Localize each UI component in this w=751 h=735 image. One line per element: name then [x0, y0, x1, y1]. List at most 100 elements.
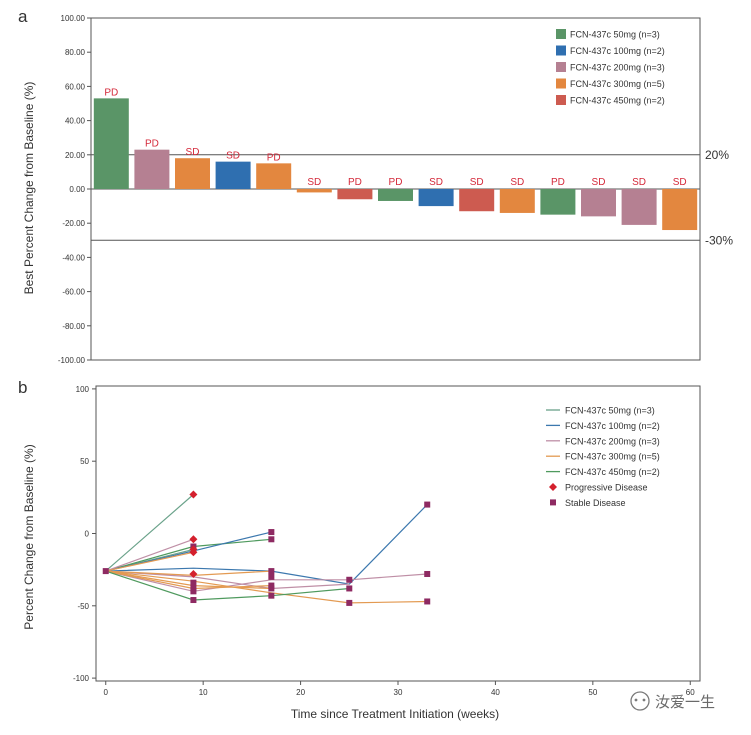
- y-tick-label: -100.00: [58, 356, 86, 365]
- patient-line: [105, 494, 194, 572]
- y-tick-label: 20.00: [65, 151, 86, 160]
- stable-disease-marker: [268, 529, 275, 536]
- legend-entry: FCN-437c 200mg (n=3): [565, 436, 660, 446]
- legend-square-swatch: [550, 499, 556, 506]
- x-tick-label: 40: [491, 688, 500, 697]
- stable-disease-marker: [346, 576, 353, 583]
- bar-response-label: PD: [145, 139, 159, 150]
- bar-response-label: SD: [186, 147, 200, 158]
- stable-disease-marker: [424, 570, 431, 577]
- x-tick-label: 60: [686, 688, 695, 697]
- legend-entry: FCN-437c 100mg (n=2): [570, 46, 665, 56]
- x-tick-label: 50: [588, 688, 597, 697]
- panel-a-y-axis-label: Best Percent Change from Baseline (%): [22, 82, 36, 295]
- progressive-disease-marker: [189, 535, 198, 544]
- y-tick-label: -20.00: [62, 219, 85, 228]
- panel-a-label: a: [18, 7, 28, 26]
- x-tick-label: 0: [104, 688, 109, 697]
- legend-entry: FCN-437c 450mg (n=2): [565, 467, 660, 477]
- y-tick-label: 0: [85, 530, 90, 539]
- bar-response-label: SD: [632, 177, 646, 188]
- legend-entry: Progressive Disease: [565, 483, 648, 493]
- stable-disease-marker: [102, 568, 109, 575]
- legend-entry: FCN-437c 300mg (n=5): [565, 452, 660, 462]
- y-tick-label: -60.00: [62, 288, 85, 297]
- legend-entry: FCN-437c 200mg (n=3): [570, 63, 665, 73]
- y-tick-label: 40.00: [65, 117, 86, 126]
- bar: [540, 189, 576, 215]
- x-tick-label: 10: [199, 688, 208, 697]
- legend-swatch: [556, 45, 566, 56]
- stable-disease-marker: [424, 598, 431, 605]
- panel-b-label: b: [18, 378, 27, 397]
- stable-disease-marker: [424, 501, 431, 508]
- bar: [337, 189, 373, 200]
- bar: [378, 189, 413, 201]
- bar-response-label: PD: [267, 152, 281, 163]
- legend-diamond-swatch: [549, 483, 557, 491]
- stable-disease-marker: [268, 568, 275, 575]
- bar-response-label: PD: [551, 177, 565, 188]
- bar: [296, 189, 332, 193]
- y-tick-label: 100.00: [61, 14, 86, 23]
- legend-entry: FCN-437c 300mg (n=5): [570, 79, 665, 89]
- bar-response-label: SD: [592, 177, 606, 188]
- watermark: 汝爱一生: [630, 691, 715, 711]
- legend-swatch: [556, 62, 566, 72]
- bar: [499, 189, 535, 213]
- bar-response-label: PD: [104, 87, 118, 98]
- panel-b-x-axis-label: Time since Treatment Initiation (weeks): [291, 707, 499, 721]
- bar: [134, 149, 170, 189]
- bar: [581, 189, 616, 217]
- bar: [459, 189, 495, 212]
- stable-disease-marker: [268, 592, 275, 599]
- stable-disease-marker: [268, 536, 275, 543]
- bar-response-label: SD: [470, 177, 484, 188]
- legend-entry: FCN-437c 100mg (n=2): [565, 421, 660, 431]
- y-tick-label: -40.00: [62, 253, 85, 262]
- stable-disease-marker: [268, 573, 275, 580]
- bar-response-label: PD: [389, 177, 403, 188]
- bar-response-label: PD: [348, 177, 362, 188]
- bar-response-label: SD: [510, 177, 524, 188]
- wechat-icon: [630, 691, 650, 711]
- stable-disease-marker: [190, 579, 197, 586]
- progressive-disease-marker: [189, 490, 198, 499]
- bar-response-label: SD: [673, 177, 687, 188]
- legend-swatch: [556, 95, 566, 105]
- bar-response-label: SD: [429, 177, 443, 188]
- spider-chart: 0 10 20 30 40 50 60 100 50 0 -50 -100 FCN-437c 50mg …: [73, 385, 701, 697]
- x-tick-label: 20: [296, 688, 305, 697]
- patient-line: [105, 538, 194, 572]
- legend-entry: Stable Disease: [565, 498, 626, 508]
- bar-response-label: SD: [226, 151, 240, 162]
- bar: [93, 98, 129, 189]
- legend-swatch: [556, 29, 566, 39]
- panel-b-y-axis-label: Percent Change from Baseline (%): [22, 444, 36, 629]
- y-tick-label: -100: [73, 674, 90, 683]
- watermark-text: 汝爱一生: [655, 694, 715, 711]
- y-tick-label: -50: [77, 602, 89, 611]
- y-tick-label: 50: [80, 457, 89, 466]
- bar: [175, 158, 210, 189]
- legend-swatch: [556, 78, 566, 89]
- reference-line-label: 20%: [705, 148, 729, 162]
- progressive-disease-marker: [189, 569, 198, 578]
- waterfall-chart: 100.00 80.00 60.00 40.00 20.00 0.00 -20.00 -40.…: [58, 14, 733, 365]
- patient-line: [105, 504, 428, 585]
- stable-disease-marker: [346, 599, 353, 606]
- bar: [256, 163, 292, 189]
- legend-entry: FCN-437c 50mg (n=3): [565, 406, 655, 416]
- bar-response-label: SD: [307, 177, 321, 188]
- stable-disease-marker: [268, 585, 275, 592]
- legend-entry: FCN-437c 450mg (n=2): [570, 96, 665, 106]
- progressive-disease-marker: [189, 548, 198, 557]
- y-tick-label: 100: [76, 385, 90, 394]
- y-tick-label: 0.00: [69, 185, 85, 194]
- y-tick-label: -80.00: [62, 322, 85, 331]
- reference-line-label: -30%: [705, 233, 733, 247]
- bar: [418, 189, 454, 207]
- x-tick-label: 30: [394, 688, 403, 697]
- stable-disease-marker: [346, 585, 353, 592]
